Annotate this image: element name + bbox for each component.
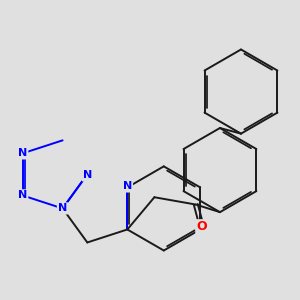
Text: N: N	[58, 203, 67, 213]
Text: O: O	[196, 220, 207, 233]
Text: N: N	[18, 148, 27, 158]
Text: N: N	[18, 190, 27, 200]
Text: N: N	[83, 170, 92, 180]
Text: N: N	[123, 182, 132, 191]
